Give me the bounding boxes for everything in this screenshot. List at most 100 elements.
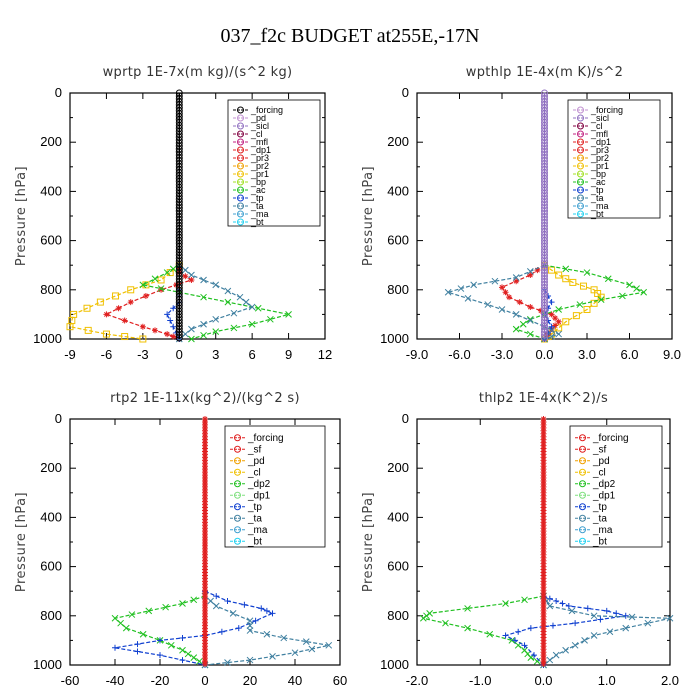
legend-marker (237, 106, 244, 114)
x-tick-label: -3.0 (491, 347, 513, 362)
data-point-marker (464, 295, 472, 302)
data-point-marker (269, 653, 276, 660)
x-tick-label: -1.0 (469, 673, 491, 688)
series-line (204, 595, 329, 666)
legend-label: _mfl (590, 129, 608, 139)
data-point-marker (486, 630, 494, 638)
legend-label: _bp (590, 169, 606, 179)
x-tick-label: 0 (176, 347, 183, 362)
data-point-marker (207, 597, 214, 605)
legend-marker (234, 434, 241, 442)
legend-label: _pr2 (590, 153, 609, 163)
data-point-marker (559, 600, 566, 607)
data-point-marker (152, 327, 158, 334)
legend-marker (577, 202, 584, 210)
data-point-marker (291, 649, 299, 657)
data-point-marker (112, 292, 120, 300)
y-tick-label: 800 (387, 282, 409, 297)
legend-label: _ta (590, 193, 604, 203)
data-point-marker (419, 614, 427, 622)
data-point-marker (325, 641, 333, 649)
data-point-marker (121, 333, 129, 341)
y-axis-label: Pressure [hPa] (14, 492, 29, 592)
data-point-marker (167, 317, 174, 324)
data-point-marker (246, 622, 254, 629)
data-point-marker (230, 309, 238, 317)
data-point-marker (628, 613, 636, 621)
legend-label: _sicl (250, 121, 269, 131)
data-point-marker (527, 304, 534, 311)
data-point-marker (142, 292, 149, 299)
series-dp2 (419, 592, 547, 669)
data-point-marker (597, 616, 604, 623)
legend-marker (237, 146, 244, 154)
data-point-marker (613, 610, 620, 617)
legend-label: _dp1 (592, 490, 616, 501)
data-point-marker (200, 276, 207, 284)
data-point-marker (619, 292, 626, 300)
data-point-marker (157, 652, 163, 659)
data-point-marker (269, 610, 276, 617)
data-point-marker (579, 282, 587, 290)
data-point-marker (182, 266, 189, 274)
data-point-marker (190, 654, 198, 661)
series-ta (540, 592, 674, 669)
data-point-marker (117, 619, 124, 627)
series-line (114, 590, 274, 666)
data-point-marker (235, 625, 242, 632)
data-point-marker (604, 275, 612, 283)
legend-marker (237, 202, 244, 210)
legend-label: _pr2 (250, 161, 269, 171)
x-tick-label: -9.0 (406, 347, 428, 362)
data-point-marker (527, 625, 534, 632)
data-point-marker (603, 607, 610, 614)
data-point-marker (521, 642, 528, 649)
legend-label: _cl (250, 129, 263, 139)
legend-box (569, 425, 663, 548)
legend-label: _mfl (250, 137, 268, 147)
data-point-marker (224, 598, 231, 605)
data-point-marker (464, 605, 471, 612)
legend-label: _ma (247, 525, 268, 536)
y-tick-label: 200 (40, 134, 62, 149)
y-tick-label: 1000 (380, 331, 409, 346)
data-point-marker (512, 325, 520, 333)
data-point-marker (581, 637, 588, 644)
legend-marker (237, 170, 244, 178)
series-forcing (202, 416, 208, 668)
figure-title: 037_f2c BUDGET at255E,-17N (220, 25, 479, 47)
panel-1: wprtp 1E-7x(m kg)/(s^2 kg) Pressure [hPa]… (14, 65, 332, 362)
legend-marker (234, 445, 241, 453)
data-point-marker (622, 612, 629, 619)
data-point-marker (157, 285, 165, 292)
data-point-marker (163, 269, 171, 276)
legend-label: _bt (250, 217, 264, 227)
data-point-marker (212, 328, 220, 335)
x-tick-label: 1.0 (598, 673, 616, 688)
data-point-marker (246, 617, 254, 625)
y-tick-label: 400 (387, 509, 409, 524)
data-point-marker (533, 657, 541, 665)
data-point-marker (241, 601, 248, 608)
series-ac (139, 261, 292, 343)
legend-marker (579, 526, 586, 534)
data-point-marker (246, 627, 254, 634)
legend: _forcing_pd_sicl_cl_mfl_dp1_pr3_pr2_pr1_… (227, 99, 321, 227)
data-point-marker (555, 324, 563, 332)
x-tick-label: 3 (212, 347, 219, 362)
data-point-marker (444, 288, 452, 296)
data-point-marker (470, 281, 478, 289)
data-point-marker (145, 607, 153, 615)
y-tick-label: 800 (40, 282, 62, 297)
legend-marker (579, 491, 586, 499)
legend-marker (237, 218, 244, 226)
legend-label: _ta (592, 513, 607, 524)
data-point-marker (548, 299, 555, 306)
data-point-marker (164, 311, 171, 318)
data-point-marker (151, 275, 159, 283)
data-point-marker (170, 305, 177, 312)
series-line (178, 264, 254, 340)
legend-marker (234, 514, 241, 522)
data-point-marker (597, 296, 605, 303)
x-tick-label: 40 (288, 673, 302, 688)
